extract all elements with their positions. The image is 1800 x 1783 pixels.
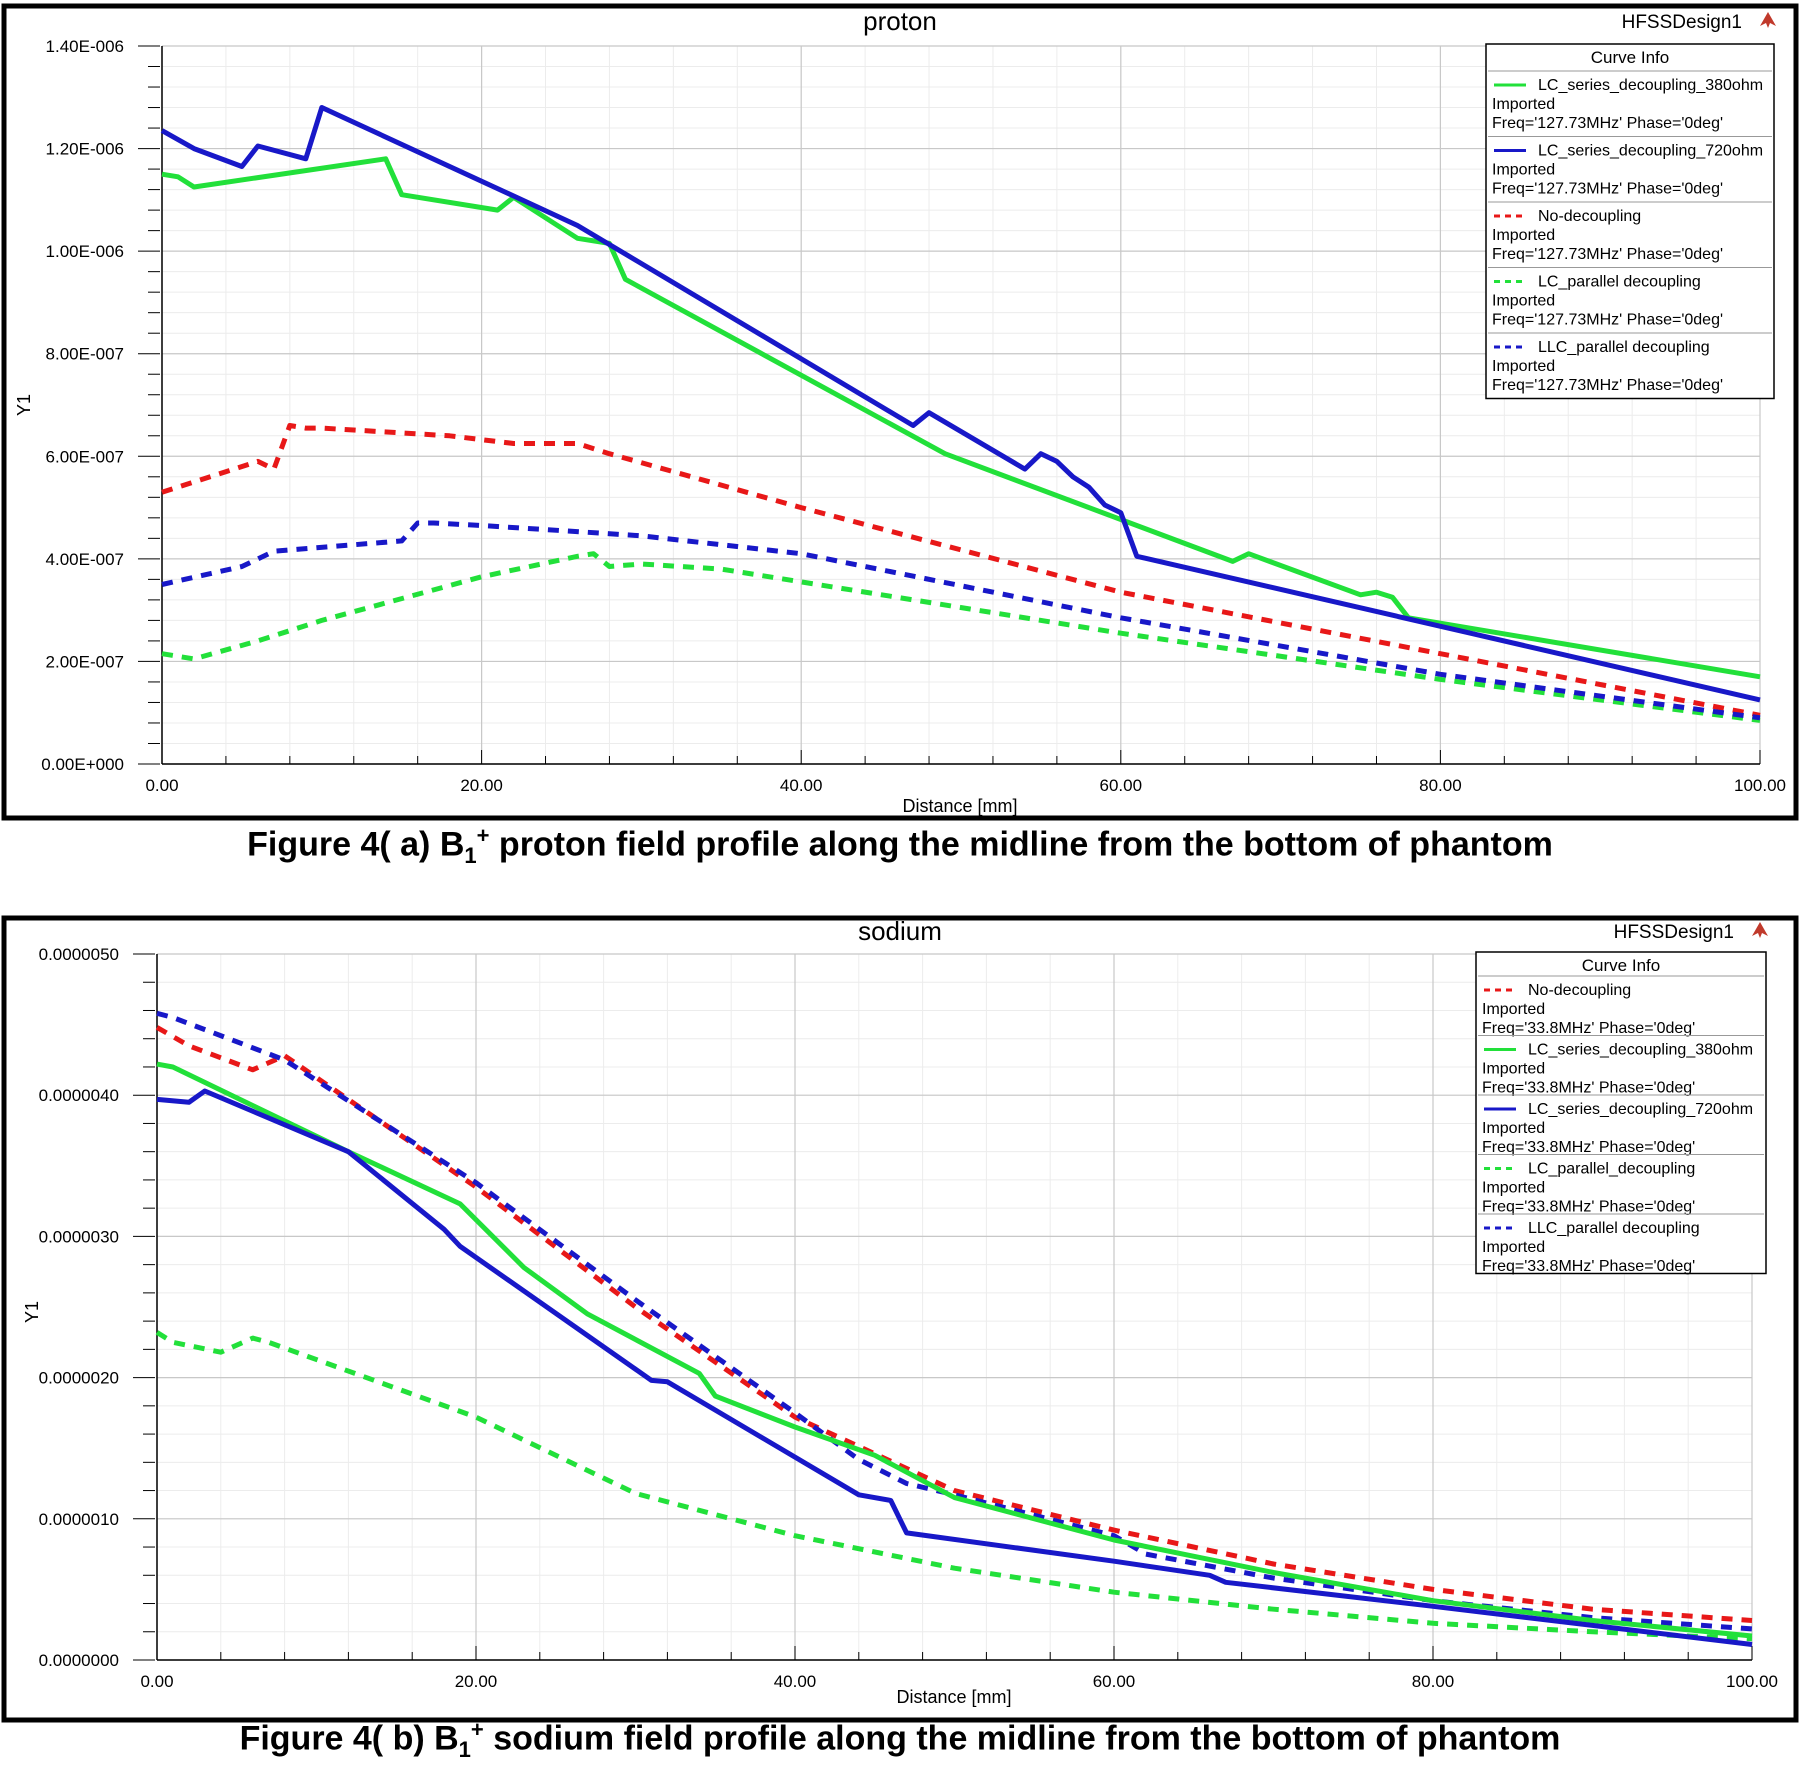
legend-series-name: LLC_parallel decoupling <box>1528 1220 1700 1237</box>
legend-series-source: Imported <box>1492 358 1555 375</box>
logo-mark <box>1752 922 1768 938</box>
series-line-no-decoupling <box>161 423 1761 718</box>
x-tick-label: 40.00 <box>780 776 823 795</box>
legend-box <box>1485 43 1775 400</box>
legend-series-source: Imported <box>1482 1001 1545 1018</box>
legend-series-freq: Freq='127.73MHz' Phase='0deg' <box>1492 246 1723 263</box>
series-line-llc-parallel-decoupling <box>161 520 1761 721</box>
x-tick-label: 100.00 <box>1726 1672 1778 1691</box>
y-tick-label: 0.00E+000 <box>41 755 124 774</box>
legend-series-freq: Freq='127.73MHz' Phase='0deg' <box>1492 377 1723 394</box>
legend-series-source: Imported <box>1492 96 1555 113</box>
series-line-no-decoupling <box>155 1025 1753 1623</box>
logo-mark <box>1760 12 1776 28</box>
x-tick-label: 100.00 <box>1734 776 1786 795</box>
legend-series-freq: Freq='33.8MHz' Phase='0deg' <box>1482 1199 1695 1216</box>
x-tick-label: 80.00 <box>1412 1672 1455 1691</box>
y-tick-label: 4.00E-007 <box>46 550 124 569</box>
legend-series-freq: Freq='33.8MHz' Phase='0deg' <box>1482 1020 1695 1037</box>
sodium-chart: 0.00 20.00 40.00 60.00 80.00 100.00 0.0000000 0… <box>1 915 1799 1723</box>
chart-title: proton <box>863 6 937 36</box>
hfss-logo-icon <box>1760 12 1776 28</box>
proton-chart: 0.00 20.00 40.00 60.00 80.00 100.00 0.00E+000 2… <box>1 3 1799 821</box>
legend-series-source: Imported <box>1482 1061 1545 1078</box>
x-axis-label: Distance [mm] <box>902 796 1017 816</box>
y-tick-label: 1.00E-006 <box>46 242 124 261</box>
legend-title: Curve Info <box>1591 48 1669 67</box>
caption-prefix: Figure 4( a) B <box>247 825 465 864</box>
sodium-chart-panel: 0.00 20.00 40.00 60.00 80.00 100.00 0.0000000 0… <box>0 912 1800 1727</box>
caption-rest: proton field profile along the midline f… <box>489 825 1553 864</box>
x-tick-label: 60.00 <box>1100 776 1143 795</box>
legend-series-name: LC_parallel decoupling <box>1538 274 1701 291</box>
caption-superscript: + <box>476 823 490 848</box>
x-tick-label: 20.00 <box>460 776 503 795</box>
legend-series-name: LC_series_decoupling_720ohm <box>1538 143 1763 160</box>
legend-series-source: Imported <box>1482 1120 1545 1137</box>
legend-series-name: LC_series_decoupling_720ohm <box>1528 1101 1753 1118</box>
series-line-lc-parallel-decoupling <box>161 551 1761 723</box>
y-axis-label: Y1 <box>22 1301 42 1323</box>
legend-title: Curve Info <box>1582 956 1660 975</box>
y-tick-label: 1.20E-006 <box>46 140 124 159</box>
series-group <box>160 105 1761 723</box>
design-label: HFSSDesign1 <box>1622 12 1742 33</box>
legend-series-name: LC_series_decoupling_380ohm <box>1528 1042 1753 1059</box>
series-group <box>155 1010 1753 1647</box>
series-line-lc-series-decoupling-380ohm <box>161 156 1761 680</box>
legend-series-freq: Freq='127.73MHz' Phase='0deg' <box>1492 312 1723 329</box>
series-line-llc-parallel-decoupling <box>156 1010 1753 1632</box>
legend: Curve Info No-decoupling Imported Freq='33.… <box>1475 951 1767 1275</box>
legend-box <box>1475 951 1767 1275</box>
legend-series-source: Imported <box>1482 1180 1545 1197</box>
y-axis-label: Y1 <box>14 394 34 416</box>
x-tick-label: 20.00 <box>455 1672 498 1691</box>
proton-figure-caption: Figure 4( a) B1+ proton field profile al… <box>0 823 1800 869</box>
legend-series-name: LC_series_decoupling_380ohm <box>1538 77 1763 94</box>
legend-series-source: Imported <box>1492 293 1555 310</box>
caption-prefix: Figure 4( b) B <box>239 1719 459 1758</box>
legend-series-name: LLC_parallel decoupling <box>1538 339 1710 356</box>
legend-series-freq: Freq='127.73MHz' Phase='0deg' <box>1492 115 1723 132</box>
caption-subscript: 1 <box>458 1737 471 1763</box>
x-tick-label: 40.00 <box>774 1672 817 1691</box>
legend-series-freq: Freq='33.8MHz' Phase='0deg' <box>1482 1258 1695 1275</box>
series-line-lc-series-decoupling-380ohm <box>156 1061 1753 1639</box>
chart-title: sodium <box>858 916 942 946</box>
y-tick-label: 0.0000000 <box>39 1651 119 1670</box>
sodium-figure-caption: Figure 4( b) B1+ sodium field profile al… <box>0 1717 1800 1763</box>
y-tick-label: 0.0000010 <box>39 1510 119 1529</box>
series-line-lc-series-decoupling-720ohm <box>156 1088 1753 1647</box>
legend-series-source: Imported <box>1492 227 1555 244</box>
y-tick-label: 2.00E-007 <box>46 652 124 671</box>
legend-series-name: No-decoupling <box>1538 208 1641 225</box>
proton-chart-panel: 0.00 20.00 40.00 60.00 80.00 100.00 0.00E+000 2… <box>0 0 1800 825</box>
legend-series-freq: Freq='33.8MHz' Phase='0deg' <box>1482 1080 1695 1097</box>
legend-series-source: Imported <box>1492 162 1555 179</box>
caption-subscript: 1 <box>464 843 477 869</box>
series-line-lc-series-decoupling-720ohm <box>160 105 1761 703</box>
hfss-logo-icon <box>1752 922 1768 938</box>
x-tick-label: 80.00 <box>1419 776 1462 795</box>
x-axis-label: Distance [mm] <box>896 1687 1011 1707</box>
caption-rest: sodium field profile along the midline f… <box>483 1719 1561 1758</box>
y-tick-label: 0.0000030 <box>39 1227 119 1246</box>
x-tick-label: 60.00 <box>1093 1672 1136 1691</box>
y-tick-label: 1.40E-006 <box>46 37 124 56</box>
caption-superscript: + <box>470 1717 484 1742</box>
y-tick-label: 0.0000020 <box>39 1369 119 1388</box>
legend-series-freq: Freq='33.8MHz' Phase='0deg' <box>1482 1139 1695 1156</box>
y-tick-label: 8.00E-007 <box>46 345 124 364</box>
x-tick-label: 0.00 <box>145 776 178 795</box>
design-label: HFSSDesign1 <box>1614 922 1734 943</box>
y-tick-label: 0.0000050 <box>39 945 119 964</box>
legend-series-source: Imported <box>1482 1239 1545 1256</box>
y-tick-label: 0.0000040 <box>39 1086 119 1105</box>
legend-series-name: No-decoupling <box>1528 982 1631 999</box>
legend-series-name: LC_parallel_decoupling <box>1528 1161 1695 1178</box>
legend: Curve Info LC_series_decoupling_380ohm Imp… <box>1485 43 1775 400</box>
y-tick-label: 6.00E-007 <box>46 447 124 466</box>
legend-series-freq: Freq='127.73MHz' Phase='0deg' <box>1492 181 1723 198</box>
x-tick-label: 0.00 <box>140 1672 173 1691</box>
